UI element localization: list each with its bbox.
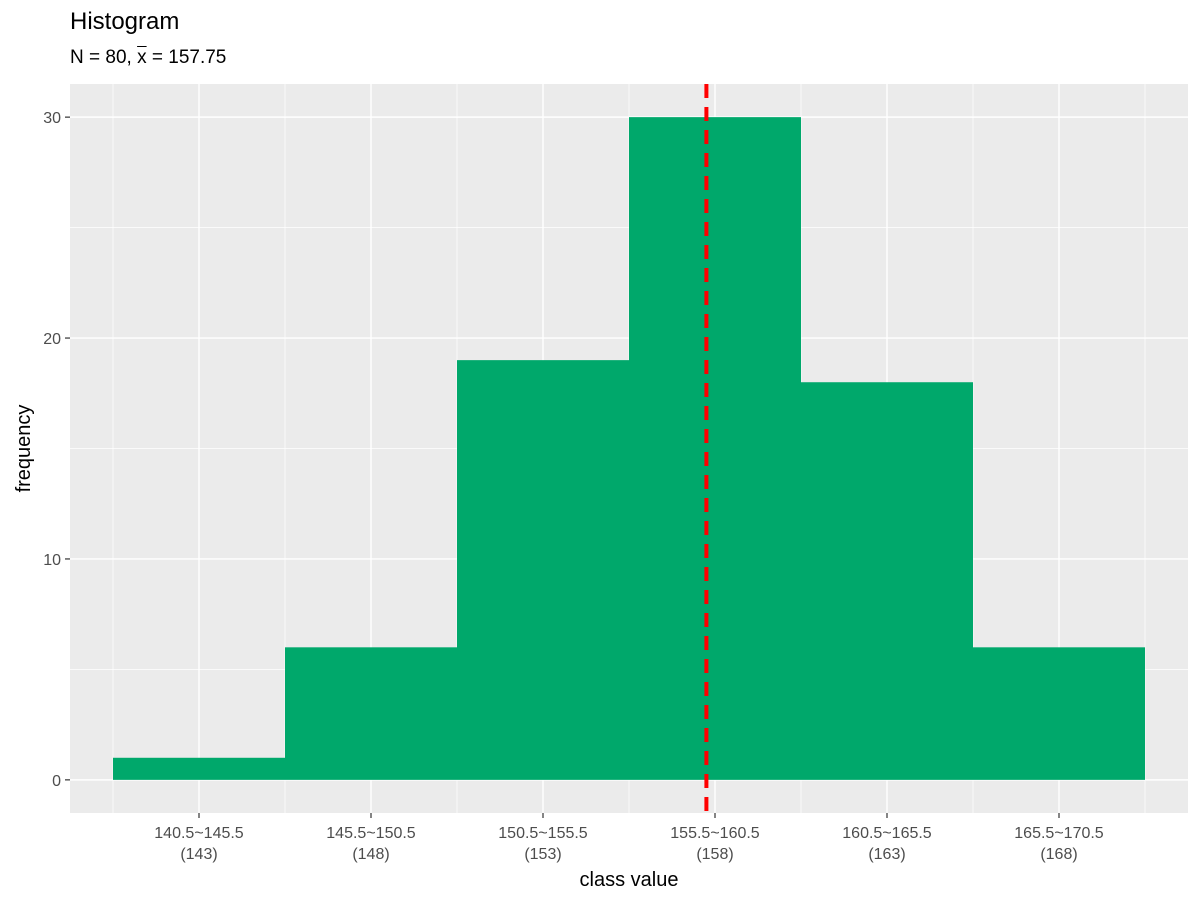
y-axis: 0 10 20 30 <box>43 110 70 790</box>
chart-title: Histogram <box>70 8 180 35</box>
histogram-bar <box>285 647 457 780</box>
x-tick-label-range: 155.5~160.5 <box>670 825 760 842</box>
x-tick-label-range: 165.5~170.5 <box>1014 825 1104 842</box>
x-tick-label-range: 140.5~145.5 <box>154 825 244 842</box>
x-tick-label-class-value: (158) <box>696 846 733 863</box>
histogram-bar <box>973 647 1145 780</box>
x-tick-label-class-value: (148) <box>352 846 389 863</box>
y-tick-label: 0 <box>52 773 61 790</box>
mean-value: 157.75 <box>168 47 227 68</box>
x-axis-title: class value <box>580 869 679 891</box>
histogram-bar <box>457 360 629 780</box>
x-tick-label-class-value: (163) <box>868 846 905 863</box>
x-tick-label-range: 145.5~150.5 <box>326 825 416 842</box>
x-axis: 140.5~145.5 (143) 145.5~150.5 (148) 150.5~15… <box>154 813 1104 863</box>
histogram-bar <box>629 117 801 780</box>
y-tick-label: 10 <box>43 552 61 569</box>
x-tick-label-class-value: (168) <box>1040 846 1077 863</box>
x-tick-label-class-value: (143) <box>180 846 217 863</box>
x-tick-label-range: 150.5~155.5 <box>498 825 588 842</box>
y-tick-label: 20 <box>43 331 61 348</box>
n-value: 80 <box>105 47 127 68</box>
x-tick-label-range: 160.5~165.5 <box>842 825 932 842</box>
bars <box>113 117 1145 780</box>
chart-subtitle: N = 80, x = 157.75 <box>70 47 227 68</box>
y-axis-title: frequency <box>13 405 35 493</box>
mean-symbol: x <box>137 47 147 68</box>
x-tick-label-class-value: (153) <box>524 846 561 863</box>
histogram-bar <box>113 757 285 780</box>
histogram-bar <box>801 382 973 780</box>
y-tick-label: 30 <box>43 110 61 127</box>
n-label: N <box>70 47 84 68</box>
